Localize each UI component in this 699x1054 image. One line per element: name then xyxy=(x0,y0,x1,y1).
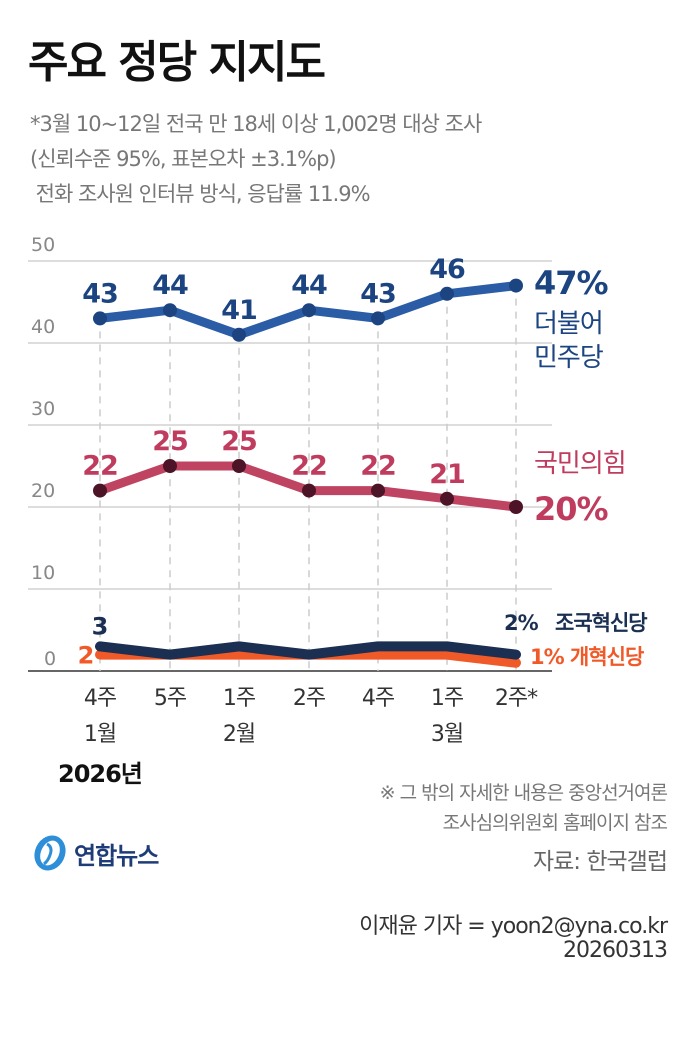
data-point xyxy=(232,327,246,342)
data-label: 43 xyxy=(82,278,118,309)
footnote-line-2: 조사심의위원회 홈페이지 참조 xyxy=(442,812,668,834)
reporter-credit: 이재윤 기자 = yoon2@yna.co.kr xyxy=(359,914,668,939)
data-point xyxy=(93,483,107,498)
data-label: 43 xyxy=(360,278,396,309)
data-label: 25 xyxy=(152,426,188,457)
series-name-조국혁신당: 조국혁신당 xyxy=(555,611,647,635)
data-point xyxy=(440,286,454,301)
y-tick-label: 10 xyxy=(31,562,55,584)
survey-note-line-3: 전화 조사원 인터뷰 방식, 응답률 11.9% xyxy=(30,182,371,206)
y-tick-label: 20 xyxy=(31,480,55,502)
series-name-국민의힘: 국민의힘 xyxy=(534,449,626,479)
point-labels: 43 44 41 44 43 46 22 25 25 22 22 21 23 xyxy=(78,254,466,670)
data-point xyxy=(509,278,523,293)
chart-title: 주요 정당 지지도 xyxy=(28,37,326,88)
data-label: 22 xyxy=(360,451,396,482)
data-label: 3 xyxy=(92,612,109,640)
final-value-label-국민의힘: 20% xyxy=(534,490,609,528)
grid-layer: 0 10 20 30 40 50 xyxy=(28,234,552,672)
x-tick-week-label: 4주 xyxy=(84,686,117,711)
source-label: 자료: 한국갤럽 xyxy=(532,849,668,875)
yonhap-logo-icon xyxy=(34,835,66,871)
data-point xyxy=(93,311,107,326)
data-label: 46 xyxy=(429,254,465,285)
final-value-label-개혁신당: 1% xyxy=(530,645,565,669)
series-name-더불어민주당-line2: 민주당 xyxy=(534,343,603,373)
x-axis: 4주 1월 5주 1주 2월 2주 4주 1주 3월 2주* xyxy=(84,686,539,747)
y-tick-label: 30 xyxy=(31,398,55,420)
x-tick-week-label: 5주 xyxy=(154,686,187,711)
series-name-개혁신당: 개혁신당 xyxy=(570,645,644,669)
publish-date: 20260313 xyxy=(563,938,668,963)
x-tick-month-label: 2월 xyxy=(223,722,255,747)
footnote-line-1: ※ 그 밖의 자세한 내용은 중앙선거여론 xyxy=(379,782,668,804)
data-point xyxy=(509,500,523,514)
data-point xyxy=(440,491,454,506)
y-tick-label: 40 xyxy=(31,316,55,338)
x-tick-week-label: 1주 xyxy=(223,686,256,711)
series-line-조국혁신당 xyxy=(95,641,521,660)
survey-note-line-1: *3월 10~12일 전국 만 18세 이상 1,002명 대상 조사 xyxy=(30,112,482,136)
x-tick-week-label: 1주 xyxy=(431,686,464,711)
y-tick-label: 0 xyxy=(44,648,56,670)
data-point xyxy=(163,303,177,318)
yonhap-logo-text: 연합뉴스 xyxy=(74,841,159,870)
final-value-label-조국혁신당: 2% xyxy=(504,611,539,635)
data-label: 22 xyxy=(82,451,118,482)
data-point xyxy=(302,483,316,498)
data-label: 44 xyxy=(291,270,327,301)
y-tick-label: 50 xyxy=(31,234,55,256)
x-tick-month-label: 1월 xyxy=(84,722,116,747)
data-point xyxy=(163,459,177,473)
series-name-더불어민주당-line1: 더불어 xyxy=(534,309,603,339)
data-point xyxy=(371,311,385,326)
data-label: 22 xyxy=(291,451,327,482)
data-label: 21 xyxy=(429,459,465,490)
survey-note-line-2: (신뢰수준 95%, 표본오차 ±3.1%p) xyxy=(30,147,337,171)
data-point xyxy=(371,483,385,498)
data-point xyxy=(302,303,316,318)
data-label: 2 xyxy=(78,642,95,670)
data-label: 41 xyxy=(221,295,257,326)
data-label: 44 xyxy=(152,270,188,301)
yonhap-logo: 연합뉴스 xyxy=(30,833,159,873)
x-tick-week-label: 2주 xyxy=(293,686,326,711)
series-points xyxy=(93,278,523,514)
x-tick-month-label: 3월 xyxy=(431,722,463,747)
x-tick-week-label: 2주* xyxy=(495,686,538,711)
year-label: 2026년 xyxy=(58,760,143,788)
final-value-label-더불어민주당: 47% xyxy=(534,264,609,302)
x-tick-week-label: 4주 xyxy=(362,686,395,711)
data-label: 25 xyxy=(221,426,257,457)
data-point xyxy=(232,459,246,473)
